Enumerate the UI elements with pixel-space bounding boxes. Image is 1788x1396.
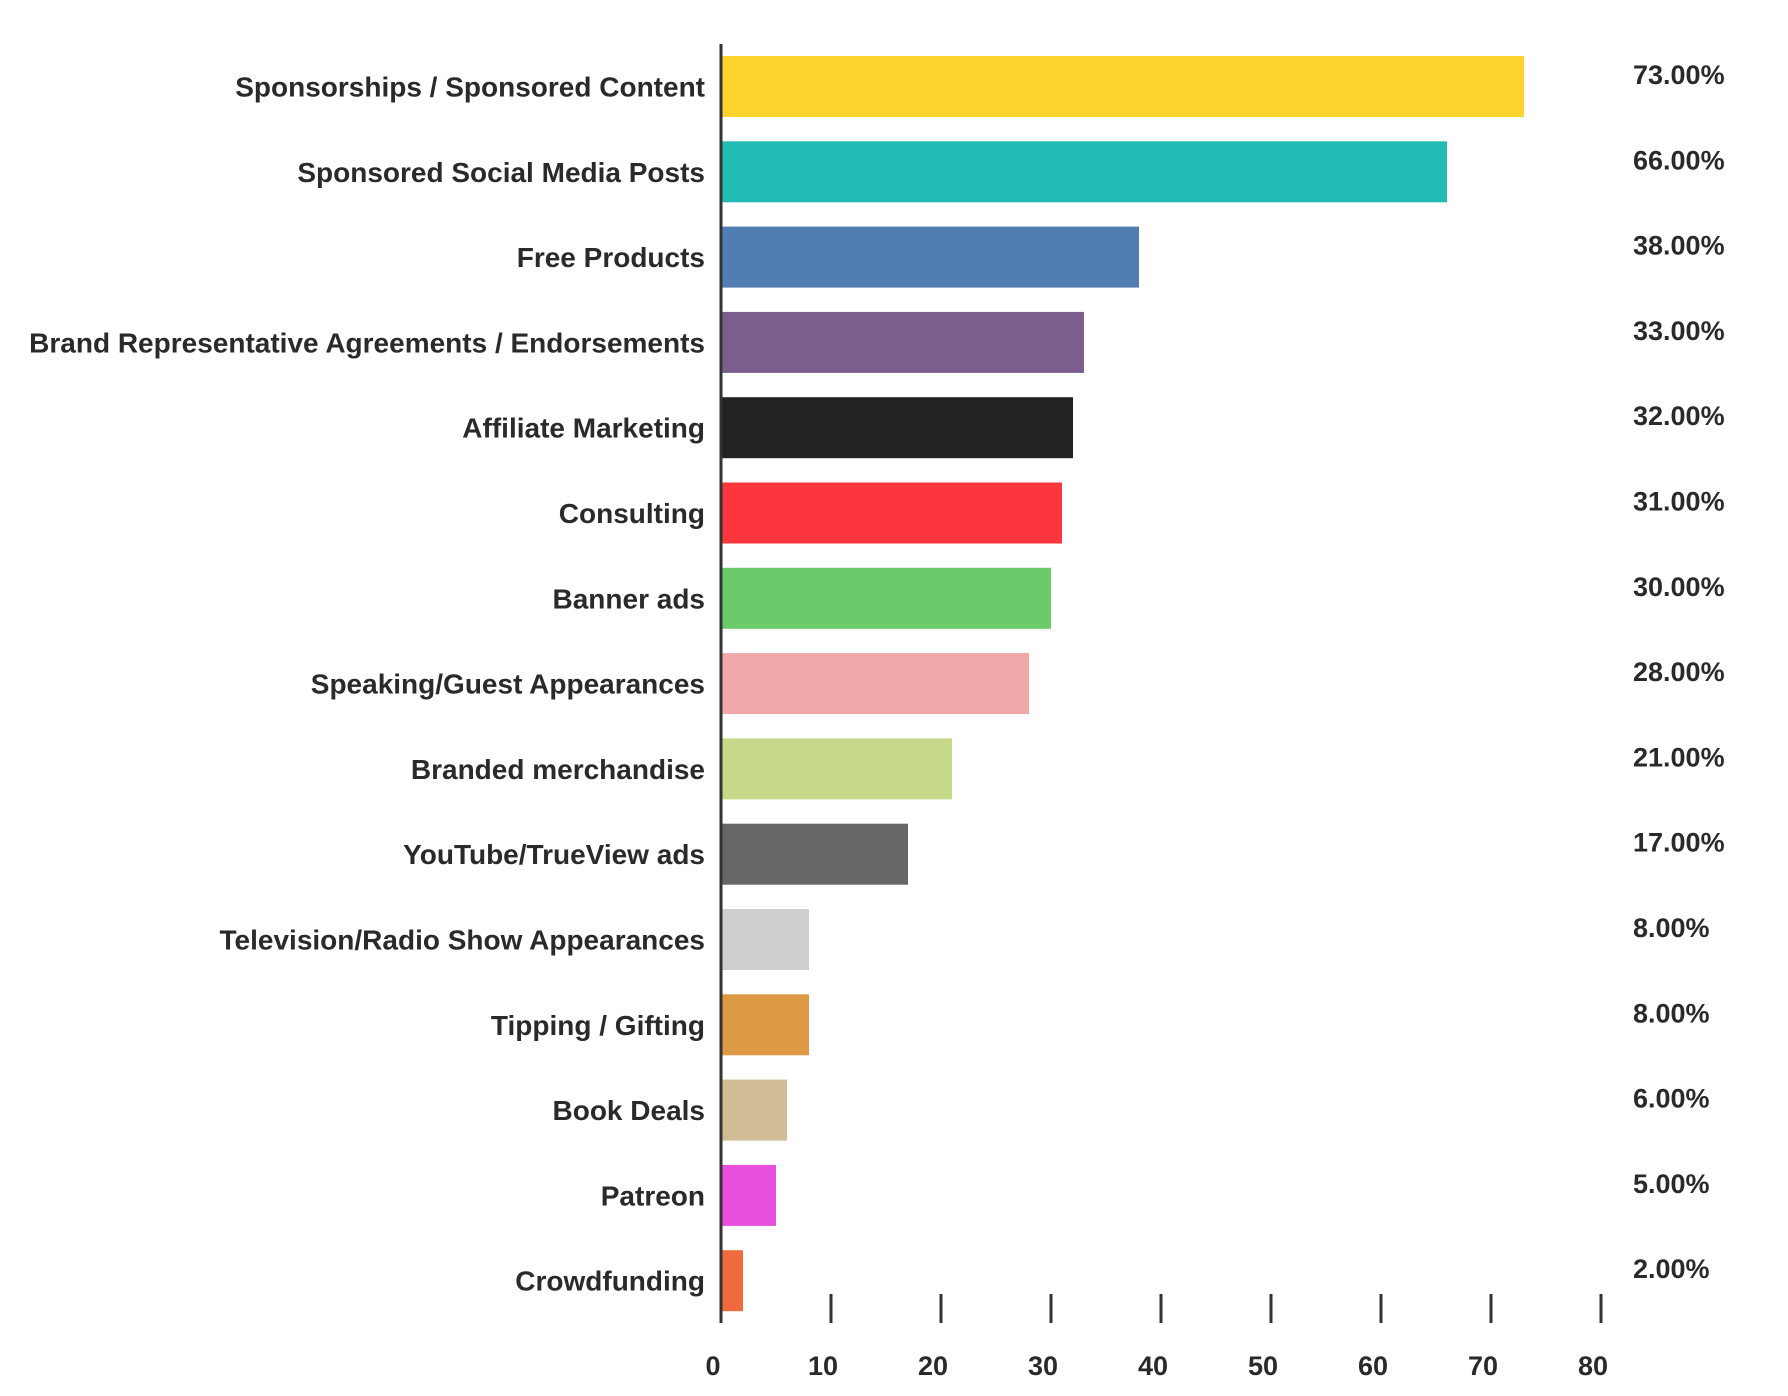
category-labels: Sponsorships / Sponsored Content Sponsore… — [29, 72, 705, 1297]
category-label: Book Deals — [553, 1095, 706, 1126]
bar — [721, 482, 1062, 544]
category-label: Branded merchandise — [411, 754, 705, 785]
category-label: Consulting — [559, 498, 705, 529]
value-label: 73.00% — [1633, 60, 1725, 90]
bar — [721, 311, 1084, 373]
value-label: 8.00% — [1633, 998, 1710, 1028]
bar — [721, 823, 908, 885]
value-labels: 73.00% 66.00% 38.00% 33.00% 32.00% 31.00% 30.0… — [1633, 60, 1725, 1284]
value-label: 31.00% — [1633, 487, 1725, 517]
bar — [721, 738, 952, 800]
category-label: Patreon — [601, 1180, 705, 1211]
category-label: Free Products — [517, 242, 705, 273]
bar — [721, 909, 809, 970]
value-label: 2.00% — [1633, 1254, 1710, 1284]
value-label: 8.00% — [1633, 913, 1710, 943]
value-label: 6.00% — [1633, 1084, 1710, 1114]
value-label: 66.00% — [1633, 145, 1725, 175]
category-label: Affiliate Marketing — [462, 413, 705, 444]
category-label: Speaking/Guest Appearances — [311, 669, 705, 700]
x-tick-label: 50 — [1248, 1351, 1278, 1381]
category-label: Television/Radio Show Appearances — [220, 925, 705, 956]
x-tick-label: 40 — [1138, 1351, 1168, 1381]
bar — [721, 56, 1524, 117]
bar — [721, 397, 1073, 459]
bar — [721, 1079, 787, 1141]
value-label: 33.00% — [1633, 316, 1725, 346]
bar — [721, 1164, 776, 1226]
x-tick-label: 80 — [1578, 1351, 1608, 1381]
x-tick-label: 10 — [808, 1351, 838, 1381]
value-label: 32.00% — [1633, 401, 1725, 431]
bar — [721, 653, 1029, 715]
bar — [721, 226, 1139, 288]
x-tick-label: 70 — [1468, 1351, 1498, 1381]
category-label: Banner ads — [553, 583, 706, 614]
value-label: 17.00% — [1633, 828, 1725, 858]
category-label: YouTube/TrueView ads — [403, 839, 705, 870]
x-axis: 0 10 20 30 40 50 60 70 80 — [705, 44, 1608, 1381]
bar — [721, 567, 1051, 629]
x-tick-label: 20 — [918, 1351, 948, 1381]
bar — [721, 141, 1447, 203]
x-tick-label: 30 — [1028, 1351, 1058, 1381]
category-label: Crowdfunding — [515, 1266, 705, 1297]
category-label: Brand Representative Agreements / Endors… — [29, 327, 705, 358]
value-label: 30.00% — [1633, 572, 1725, 602]
x-tick-label: 60 — [1358, 1351, 1388, 1381]
bar — [721, 1250, 743, 1312]
x-tick-label: 0 — [705, 1351, 720, 1381]
value-label: 21.00% — [1633, 742, 1725, 772]
category-label: Sponsorships / Sponsored Content — [235, 72, 705, 103]
value-label: 38.00% — [1633, 231, 1725, 261]
category-label: Sponsored Social Media Posts — [297, 157, 705, 188]
value-label: 5.00% — [1633, 1169, 1710, 1199]
value-label: 28.00% — [1633, 657, 1725, 687]
bar — [721, 994, 809, 1056]
category-label: Tipping / Gifting — [491, 1010, 705, 1041]
bars-layer — [721, 56, 1524, 1312]
